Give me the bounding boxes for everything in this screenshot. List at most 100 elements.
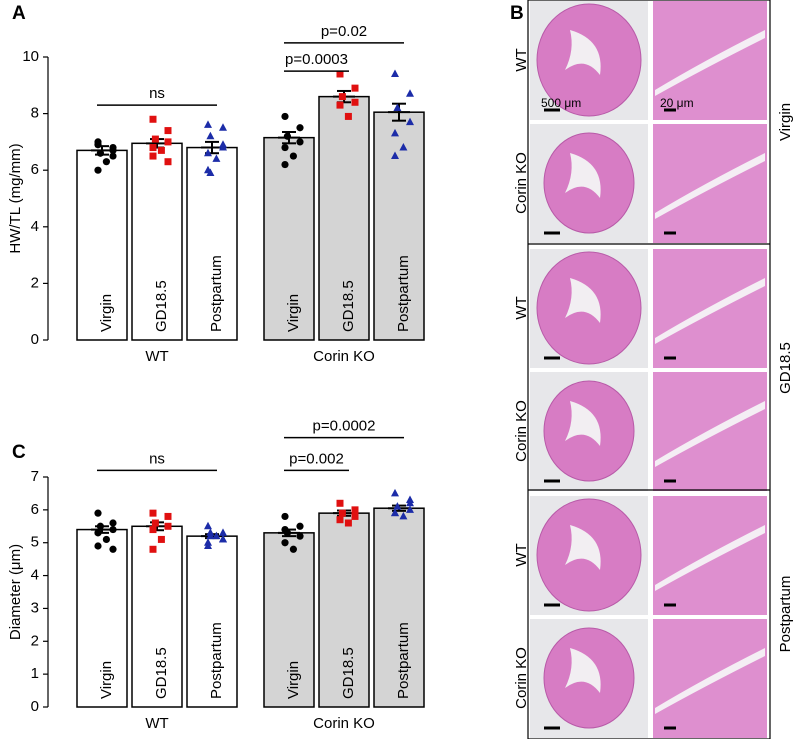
data-point — [406, 498, 414, 507]
data-point — [94, 529, 102, 537]
data-point — [281, 512, 289, 521]
y-axis-label: Diameter (μm) — [7, 544, 24, 640]
data-point — [391, 508, 399, 517]
data-point — [212, 531, 221, 540]
data-point — [391, 128, 399, 137]
data-point — [151, 135, 159, 143]
significance-label: p=0.0003 — [285, 51, 348, 68]
bar — [76, 528, 128, 708]
data-point — [336, 516, 344, 524]
panel-label: A — [12, 3, 26, 24]
panel-label: B — [510, 3, 524, 24]
data-point — [336, 499, 344, 507]
data-point — [164, 158, 172, 166]
data-point — [94, 141, 102, 149]
significance-label: ns — [149, 450, 165, 467]
category-label: Virgin — [98, 294, 115, 332]
y-tick-label: 2 — [31, 632, 39, 649]
data-point — [109, 525, 117, 534]
genotype-label: WT — [513, 296, 530, 319]
genotype-label: Corin KO — [513, 647, 530, 709]
data-point — [102, 535, 110, 544]
data-point — [351, 506, 359, 514]
y-tick-label: 5 — [31, 534, 39, 551]
data-point — [149, 115, 157, 123]
data-point — [281, 525, 289, 534]
y-tick-label: 4 — [31, 567, 39, 584]
group-label: WT — [145, 715, 168, 732]
data-point — [212, 154, 221, 162]
data-point — [109, 152, 117, 160]
y-tick-label: 8 — [31, 105, 39, 122]
genotype-label: WT — [513, 543, 530, 566]
y-tick-label: 0 — [31, 331, 39, 348]
y-tick-label: 0 — [31, 698, 39, 715]
y-tick-label: 6 — [31, 501, 39, 518]
genotype-label: Corin KO — [513, 400, 530, 462]
data-point — [399, 143, 408, 151]
data-point — [289, 545, 297, 553]
data-point — [296, 138, 304, 146]
bar — [318, 512, 370, 708]
data-point — [94, 542, 102, 550]
data-point — [149, 144, 157, 152]
data-point — [219, 528, 227, 536]
data-point — [406, 89, 414, 97]
data-point — [164, 522, 172, 530]
y-tick-label: 3 — [31, 599, 39, 616]
significance-label: ns — [149, 85, 165, 102]
data-point — [102, 158, 110, 166]
data-point — [109, 146, 117, 154]
category-label: GD18.5 — [153, 647, 170, 699]
bar — [318, 95, 370, 341]
ventricle-lumen — [565, 153, 601, 198]
y-axis-label: HW/TL (mg/mm) — [7, 143, 24, 253]
data-point — [206, 131, 215, 140]
data-point — [109, 519, 117, 527]
bar — [76, 149, 128, 341]
data-point — [94, 166, 102, 174]
category-label: Postpartum — [208, 622, 225, 699]
ventricle-lumen — [565, 525, 601, 570]
data-point — [149, 152, 157, 160]
category-label: Postpartum — [395, 622, 412, 699]
scale-label: 500 μm — [541, 96, 581, 110]
data-point — [281, 143, 289, 152]
group-label: WT — [145, 348, 168, 365]
data-point — [336, 70, 344, 78]
category-label: Virgin — [98, 661, 115, 699]
y-tick-label: 10 — [22, 48, 39, 65]
data-point — [151, 519, 159, 527]
data-point — [281, 539, 289, 547]
bar — [131, 142, 183, 341]
data-point — [94, 509, 102, 517]
bar — [186, 535, 238, 708]
data-point — [149, 509, 157, 517]
tissue-gap — [655, 525, 765, 591]
data-point — [344, 112, 352, 120]
category-label: Postpartum — [208, 255, 225, 332]
scale-label: 20 μm — [660, 96, 694, 110]
data-point — [406, 505, 414, 513]
data-point — [296, 532, 304, 540]
data-point — [351, 512, 359, 520]
tissue-gap — [655, 401, 765, 467]
data-point — [164, 127, 172, 135]
group-label: Corin KO — [313, 715, 375, 732]
bar — [263, 532, 315, 708]
category-label: GD18.5 — [340, 647, 357, 699]
data-point — [281, 160, 289, 169]
ventricle-lumen — [565, 278, 601, 323]
ventricle-lumen — [565, 648, 601, 693]
data-point — [219, 534, 227, 543]
genotype-label: WT — [513, 48, 530, 71]
data-point — [204, 120, 212, 128]
stage-label: Virgin — [777, 103, 794, 141]
tissue-gap — [655, 153, 765, 219]
stage-label: GD18.5 — [777, 342, 794, 394]
genotype-label: Corin KO — [513, 152, 530, 214]
ventricle-lumen — [565, 401, 601, 446]
significance-label: p=0.002 — [289, 450, 344, 467]
stage-label: Postpartum — [777, 576, 794, 653]
significance-label: p=0.02 — [321, 23, 367, 40]
